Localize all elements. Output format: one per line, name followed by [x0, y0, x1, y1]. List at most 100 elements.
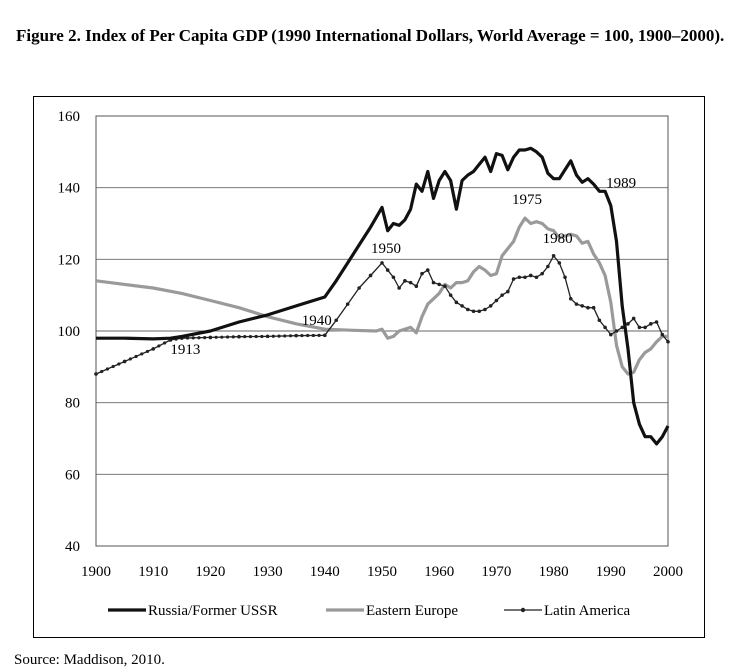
series-point-latin-america: [494, 298, 499, 303]
series-point-latin-america: [271, 334, 275, 338]
series-layer: [94, 146, 670, 446]
series-point-latin-america: [294, 334, 298, 338]
plot-area: [95, 115, 669, 547]
series-point-latin-america: [385, 268, 390, 272]
series-point-latin-america: [368, 273, 373, 278]
series-point-latin-america: [534, 275, 539, 280]
series-point-latin-america: [654, 320, 659, 324]
series-point-latin-america: [580, 304, 584, 308]
series-point-latin-america: [151, 347, 155, 351]
annotation-label: 1989: [606, 175, 636, 191]
series-point-latin-america: [517, 275, 522, 280]
series-point-latin-america: [460, 304, 464, 308]
series-point-latin-america: [471, 309, 476, 314]
annotation-label: 1950: [371, 241, 401, 257]
y-tick-label: 80: [65, 396, 80, 412]
series-point-latin-america: [300, 333, 304, 338]
y-tick-label: 60: [65, 467, 80, 483]
series-point-latin-america: [609, 332, 613, 337]
series-point-latin-america: [540, 271, 544, 276]
series-point-latin-america: [214, 335, 218, 339]
series-point-latin-america: [643, 325, 647, 330]
series-point-latin-america: [311, 333, 315, 338]
series-point-latin-america: [603, 325, 607, 330]
series-point-latin-america: [597, 318, 602, 323]
series-point-latin-america: [443, 284, 447, 289]
series-point-latin-america: [231, 335, 235, 339]
legend-label: Eastern Europe: [366, 603, 458, 619]
series-point-latin-america: [117, 362, 121, 366]
series-point-latin-america: [334, 318, 339, 323]
series-point-latin-america: [345, 302, 350, 306]
series-point-latin-america: [637, 325, 642, 330]
annotation-layer: 1913 1940 1950 1975 1980 1989: [170, 175, 636, 358]
legend-swatch-marker: [520, 607, 526, 613]
series-point-latin-america: [391, 275, 396, 280]
figure-title: Figure 2. Index of Per Capita GDP (1990 …: [16, 26, 725, 45]
series-point-latin-america: [546, 264, 550, 269]
series-point-latin-america: [557, 261, 562, 265]
series-point-latin-america: [477, 309, 482, 314]
series-point-latin-america: [666, 339, 670, 344]
series-point-latin-america: [488, 304, 493, 308]
x-tick-label: 1900: [81, 564, 111, 580]
series-point-latin-america: [397, 286, 401, 290]
series-point-latin-america: [105, 367, 110, 371]
series-point-latin-america: [123, 359, 127, 364]
legend: Russia/Former USSR Eastern Europe Latin Am…: [108, 603, 631, 619]
series-point-latin-america: [254, 334, 258, 339]
series-point-latin-america: [574, 302, 579, 306]
x-tick-label: 1930: [253, 564, 283, 580]
series-point-latin-america: [277, 334, 281, 338]
series-point-latin-america: [620, 325, 625, 330]
series-point-latin-america: [145, 349, 150, 354]
annotation-label: 1913: [170, 342, 200, 358]
x-tick-label: 1950: [367, 564, 397, 580]
series-point-latin-america: [563, 275, 567, 280]
series-point-latin-america: [511, 277, 516, 281]
series-point-latin-america: [408, 280, 413, 285]
series-point-latin-america: [506, 289, 510, 294]
series-point-latin-america: [631, 316, 636, 321]
x-tick-label: 1980: [539, 564, 569, 580]
series-point-latin-america: [157, 344, 161, 348]
series-point-latin-america: [243, 335, 247, 339]
series-point-latin-america: [288, 334, 293, 338]
series-point-latin-america: [483, 307, 487, 312]
y-tick-label: 160: [58, 109, 81, 125]
annotation-label: 1940: [302, 313, 332, 329]
x-tick-label: 1970: [481, 564, 511, 580]
annotation-label: 1975: [512, 192, 542, 208]
y-tick-label: 140: [58, 181, 81, 197]
series-point-latin-america: [208, 335, 212, 340]
series-point-latin-america: [466, 307, 470, 312]
series-point-latin-america: [203, 335, 207, 340]
series-point-latin-america: [431, 280, 436, 285]
series-point-latin-america: [306, 333, 310, 338]
series-point-latin-america: [448, 293, 453, 297]
series-point-latin-america: [317, 333, 321, 337]
series-point-latin-america: [380, 261, 384, 265]
series-point-latin-america: [649, 322, 653, 326]
series-point-latin-america: [523, 275, 527, 280]
series-point-latin-america: [454, 300, 459, 305]
series-point-latin-america: [283, 334, 287, 338]
series-point-latin-america: [134, 354, 138, 359]
series-point-latin-america: [420, 271, 424, 276]
series-point-latin-america: [357, 286, 361, 290]
series-point-latin-america: [323, 333, 327, 337]
y-tick-label: 40: [65, 539, 80, 555]
y-tick-label: 120: [58, 252, 81, 268]
x-tick-label: 1990: [596, 564, 626, 580]
legend-label: Russia/Former USSR: [148, 603, 278, 619]
series-point-latin-america: [266, 334, 270, 338]
series-point-latin-america: [248, 334, 253, 339]
series-point-latin-america: [163, 341, 167, 345]
legend-label: Latin America: [544, 603, 631, 619]
x-tick-label: 1960: [424, 564, 454, 580]
annotation-label: 1980: [543, 231, 573, 247]
series-point-latin-america: [128, 357, 132, 361]
x-tick-label: 2000: [653, 564, 683, 580]
series-point-latin-america: [614, 329, 619, 333]
